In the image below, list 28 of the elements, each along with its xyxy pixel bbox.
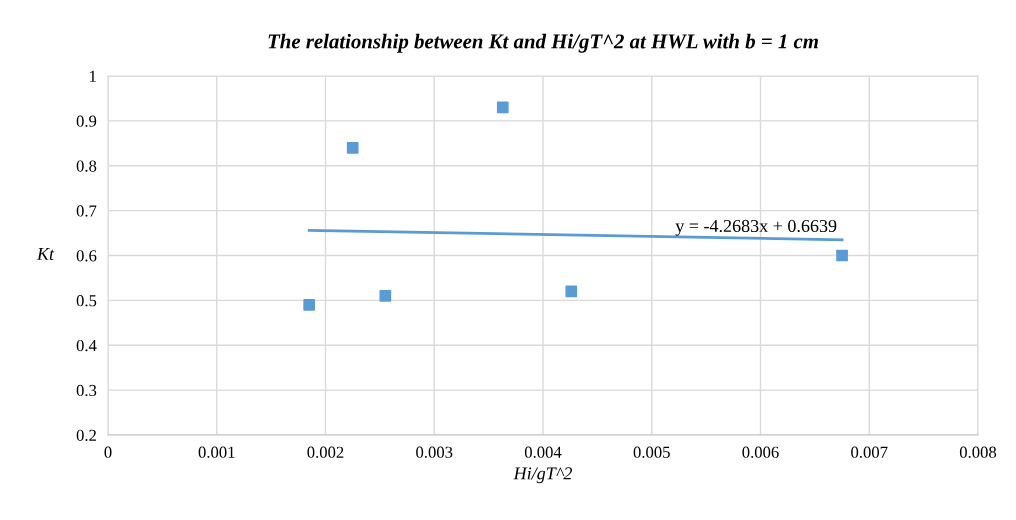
x-tick-label: 0.001	[198, 446, 235, 458]
y-axis-title: Kt	[36, 248, 55, 261]
y-tick-label: 0.4	[76, 339, 97, 352]
x-tick-label: 0.004	[524, 446, 562, 458]
point	[346, 141, 359, 154]
x-axis-title: Hi/gT^2	[513, 467, 572, 484]
y-tick-label: 0.7	[76, 205, 97, 217]
point	[565, 285, 578, 298]
point	[836, 249, 848, 262]
y-tick-label: 0.6	[76, 250, 97, 262]
point	[379, 290, 392, 302]
y-tick-label: 0.3	[76, 384, 97, 397]
annotation: y = -4.2683x + 0.6639	[675, 219, 837, 236]
y-tick-label: 0.5	[76, 295, 97, 307]
x-tick-label: 0.005	[633, 446, 670, 458]
x-tick-label: 0.002	[307, 446, 344, 458]
x-tick-label: 0.003	[416, 446, 453, 458]
y-tick-label: 0.8	[76, 160, 97, 172]
x-tick-label: 0.007	[851, 446, 888, 458]
point	[303, 299, 316, 311]
point	[496, 101, 509, 114]
chart-title: The relationship between Kt and Hi/gT^2 at HWL with b = 1 cm	[268, 33, 818, 53]
y-tick-label: 1	[90, 70, 96, 82]
x-tick-label: 0.006	[742, 446, 779, 458]
y-tick-label: 0.9	[76, 115, 97, 127]
x-tick-label: 0.008	[959, 446, 997, 458]
x-tick-label: 0	[104, 446, 112, 458]
y-tick-label: 0.2	[76, 429, 96, 442]
